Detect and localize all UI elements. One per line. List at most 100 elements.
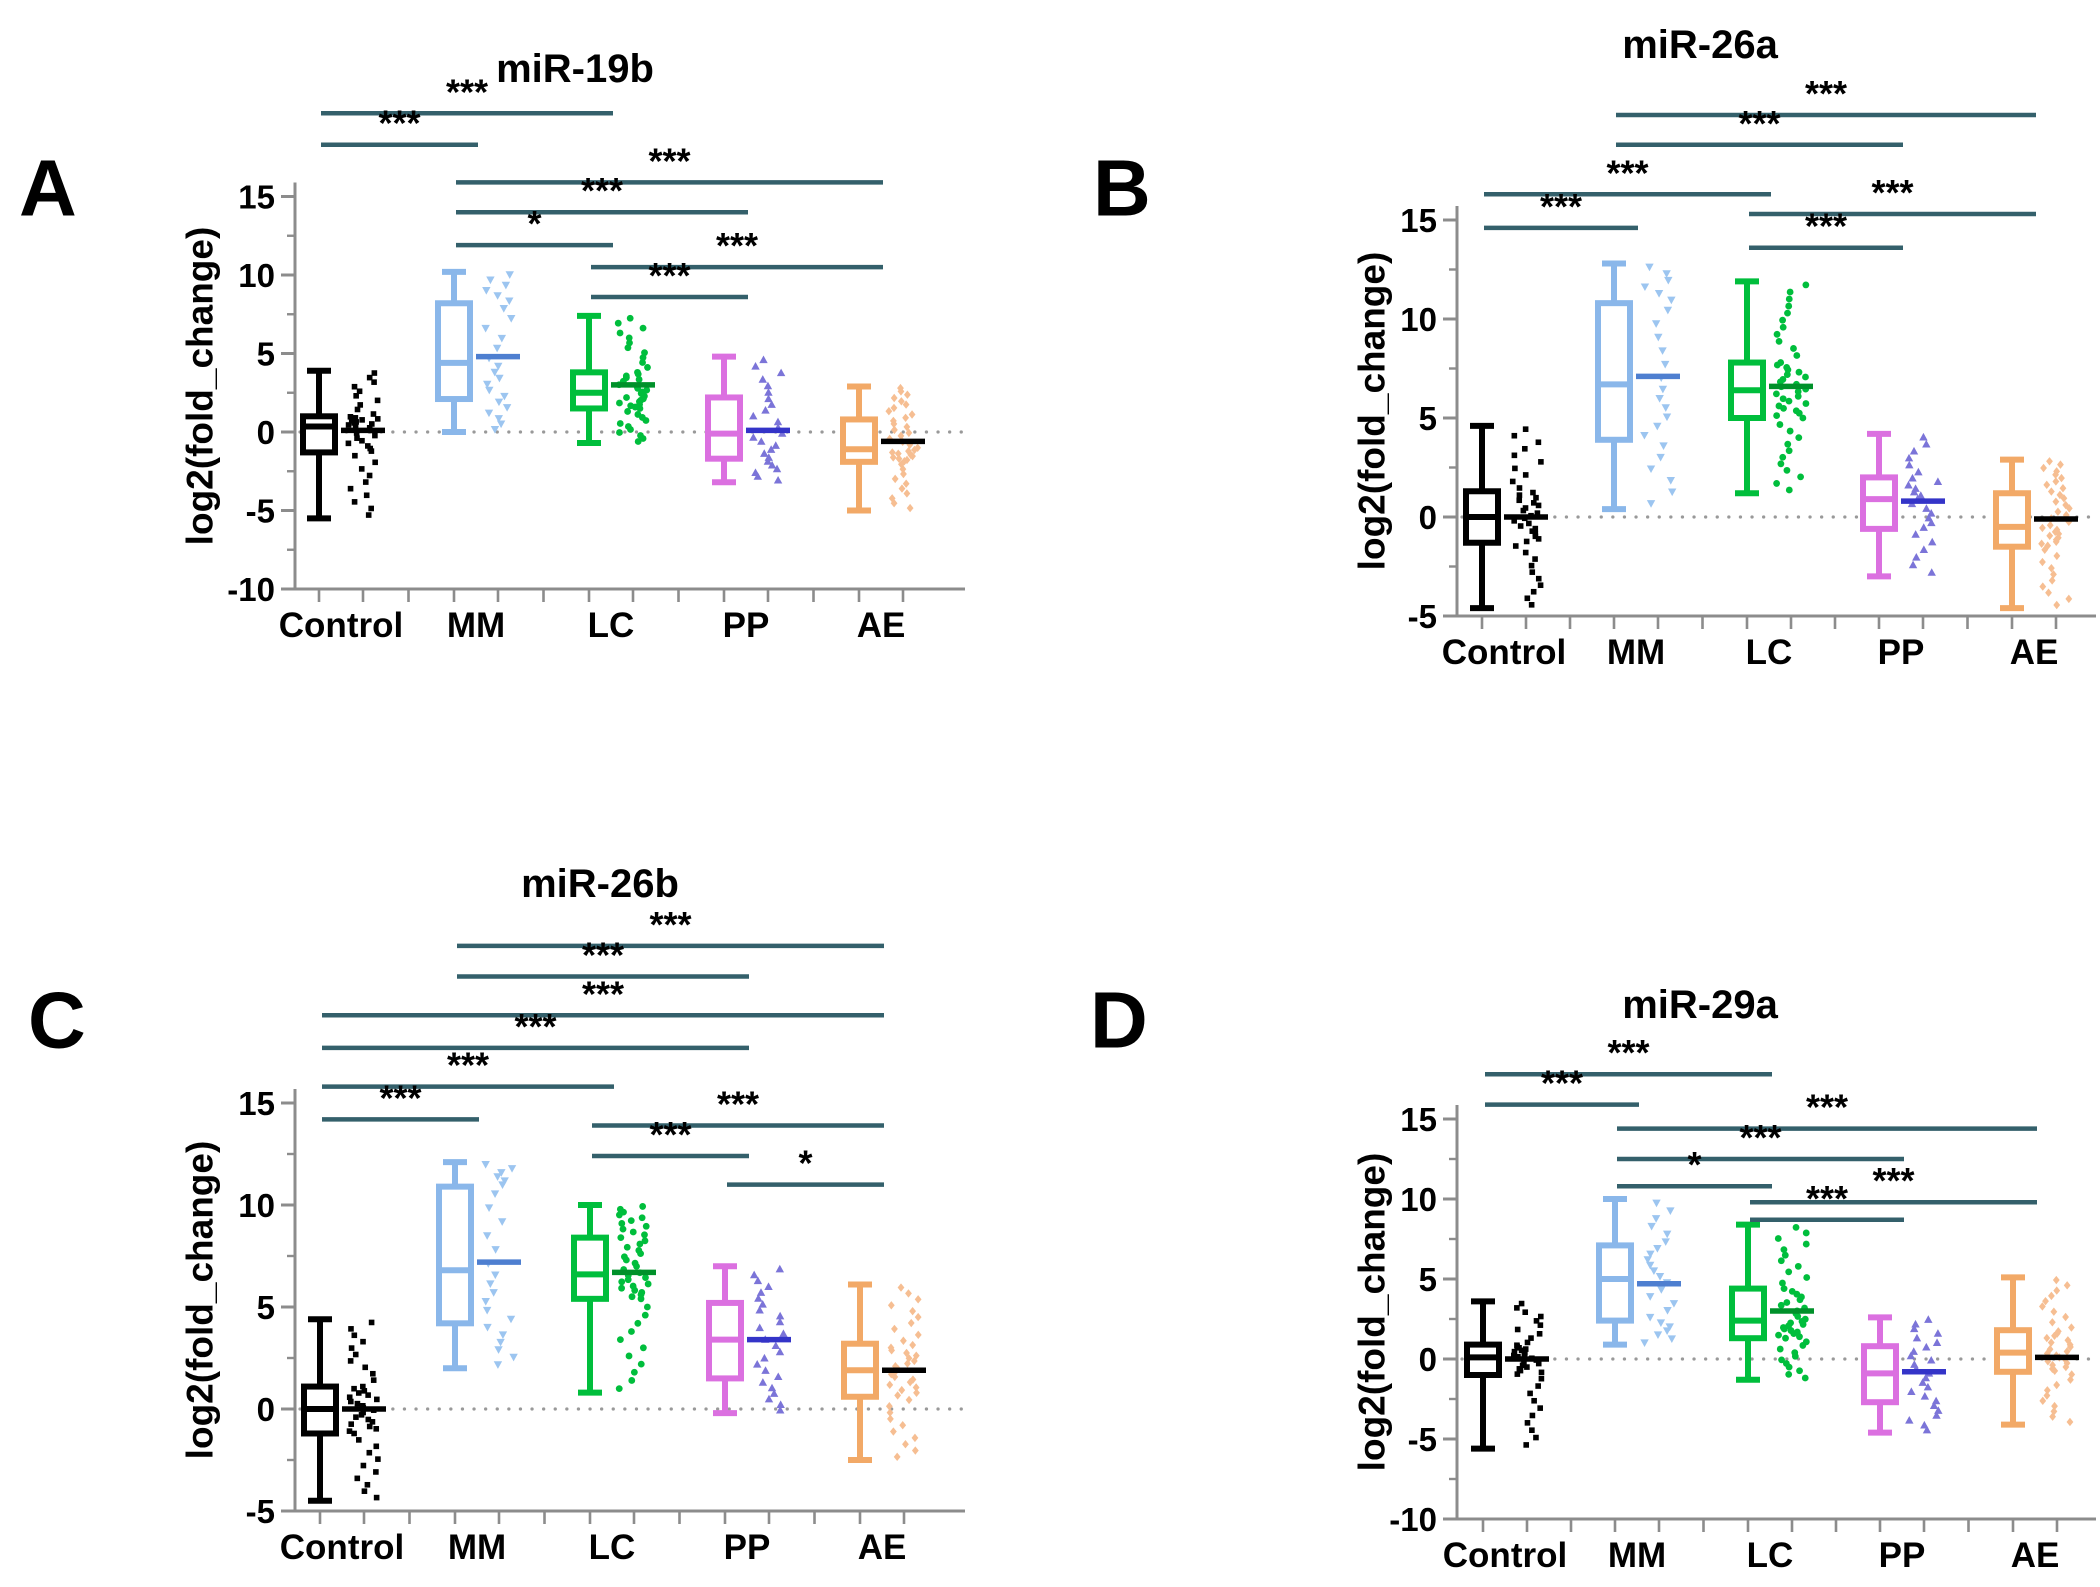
triangle-up-marker [1922, 504, 1931, 512]
diamond-marker [2063, 1347, 2071, 1356]
diamond-marker [2046, 457, 2053, 466]
circle-marker [628, 1328, 635, 1335]
triangle-up-marker [1909, 446, 1919, 455]
triangle-down-marker [484, 1204, 494, 1212]
diamond-marker [913, 1388, 920, 1397]
diamond-marker [2046, 531, 2054, 541]
square-marker [1509, 478, 1516, 485]
group-mm [436, 1159, 521, 1372]
triangle-up-marker [758, 375, 767, 383]
circle-marker [1773, 412, 1781, 419]
triangle-down-marker [501, 281, 511, 290]
diamond-marker [2042, 1296, 2049, 1306]
triangle-down-marker [1658, 385, 1668, 394]
triangle-down-marker [490, 368, 499, 377]
circle-marker [635, 1247, 643, 1254]
triangle-up-marker [749, 411, 758, 420]
square-marker [375, 1456, 381, 1462]
triangle-down-marker [1649, 1267, 1659, 1275]
triangle-up-marker [1923, 1382, 1933, 1391]
circle-marker [641, 349, 648, 357]
square-marker [366, 374, 373, 381]
diamond-marker [909, 1306, 917, 1316]
triangle-up-marker [1921, 1373, 1931, 1382]
diamond-marker [885, 1402, 893, 1411]
triangle-down-marker [1665, 1323, 1674, 1331]
square-marker [1522, 426, 1529, 432]
diamond-marker [909, 1375, 917, 1384]
diamond-marker [905, 446, 912, 456]
triangle-up-marker [771, 1341, 780, 1350]
circle-marker [643, 386, 651, 394]
square-marker [1512, 543, 1519, 549]
circle-marker [1802, 400, 1810, 407]
triangle-down-marker [505, 297, 514, 306]
square-marker [1538, 1375, 1545, 1382]
significance-label: *** [378, 103, 420, 144]
triangle-down-marker [1640, 283, 1650, 292]
square-marker [1529, 1427, 1535, 1433]
x-category-label-mm: MM [448, 1528, 506, 1567]
triangle-down-marker [1666, 477, 1675, 485]
x-category-label-control: Control [279, 606, 403, 645]
circle-marker [638, 1214, 646, 1222]
circle-marker [641, 1231, 648, 1239]
square-marker [351, 1332, 358, 1339]
triangle-up-marker [756, 1288, 766, 1296]
square-marker [371, 370, 378, 376]
y-tick-label: 15 [1400, 202, 1437, 239]
triangle-up-marker [773, 475, 783, 484]
triangle-up-marker [1912, 552, 1921, 561]
diamond-marker [2053, 551, 2061, 561]
panel-letter-a: A [19, 143, 77, 233]
square-marker [1533, 494, 1539, 501]
diamond-marker [2059, 483, 2067, 493]
y-tick-label: 5 [1419, 1261, 1437, 1298]
square-marker [365, 1416, 372, 1423]
diamond-marker [897, 1283, 905, 1292]
triangle-up-marker [1909, 1347, 1918, 1355]
square-marker [1528, 602, 1535, 608]
diamond-marker [2053, 467, 2061, 476]
circle-marker [631, 1259, 639, 1267]
diamond-marker [2056, 490, 2064, 500]
triangle-down-marker [481, 324, 490, 333]
triangle-down-marker [505, 271, 514, 279]
circle-marker [1779, 395, 1787, 403]
triangle-down-marker [1651, 1215, 1661, 1223]
square-marker [1536, 1331, 1543, 1337]
circle-marker [1777, 460, 1785, 468]
triangle-up-marker [753, 1360, 762, 1368]
triangle-down-marker [490, 1190, 500, 1199]
triangle-down-marker [1663, 1230, 1672, 1239]
square-marker [1530, 588, 1537, 595]
triangle-down-marker [500, 1177, 509, 1185]
y-tick-label: 5 [257, 1289, 275, 1326]
circle-marker [634, 368, 641, 376]
diamond-marker [887, 1343, 895, 1352]
triangle-up-marker [1934, 1406, 1943, 1414]
circle-marker [639, 324, 647, 332]
square-marker [372, 432, 378, 439]
triangle-up-marker [1904, 453, 1914, 462]
square-marker [346, 1428, 353, 1434]
diamond-marker [907, 1318, 915, 1328]
square-marker [352, 423, 359, 429]
triangle-up-marker [1904, 480, 1913, 489]
significance-label: *** [581, 170, 623, 211]
triangle-up-marker [1914, 467, 1923, 476]
diamond-marker [903, 489, 911, 498]
square-marker [354, 435, 360, 441]
square-marker [1534, 510, 1541, 516]
square-marker [1523, 1442, 1530, 1448]
significance-label: *** [1872, 1160, 1914, 1201]
triangle-up-marker [1920, 1420, 1929, 1429]
circle-marker [1802, 373, 1809, 381]
circle-marker [1794, 392, 1802, 400]
triangle-up-marker [760, 449, 769, 457]
triangle-down-marker [1652, 1199, 1661, 1208]
triangle-up-marker [771, 441, 780, 449]
